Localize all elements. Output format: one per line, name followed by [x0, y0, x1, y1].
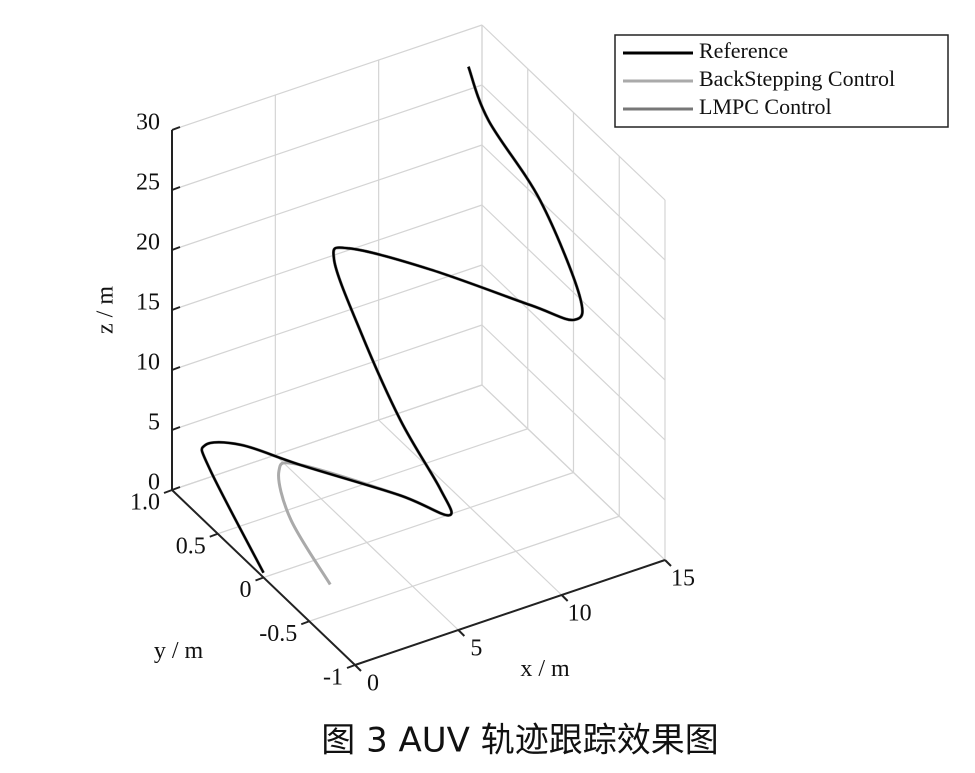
x-axis [354, 559, 666, 666]
x-axis-label: x / m [520, 656, 570, 682]
z-tick [171, 246, 181, 251]
legend-label: LMPC Control [699, 94, 832, 119]
z-tick-label: 5 [148, 410, 160, 436]
z-tick-label: 30 [136, 110, 160, 136]
grid-line [481, 384, 666, 561]
trajectory [200, 66, 584, 574]
z-tick [171, 306, 181, 311]
grid-line [481, 24, 666, 201]
y-tick [255, 576, 264, 582]
z-tick [171, 366, 181, 371]
y-tick [163, 489, 173, 494]
x-tick [664, 559, 672, 567]
trajectory [277, 66, 584, 586]
grid-line [171, 24, 483, 131]
z-axis-label: z / m [93, 286, 119, 334]
z-tick-label: 15 [136, 290, 160, 316]
x-tick-label: 10 [568, 601, 592, 627]
grid-line [481, 324, 666, 501]
grid-line [481, 264, 666, 441]
y-tick [209, 532, 219, 538]
z-tick-label: 20 [136, 230, 160, 256]
grid-line [171, 324, 483, 431]
grid-line [171, 84, 483, 191]
y-tick-label: 1.0 [130, 490, 160, 516]
grid-line [217, 428, 528, 535]
x-tick-label: 0 [367, 671, 379, 697]
grid-line [481, 144, 666, 321]
x-tick-label: 5 [470, 636, 482, 662]
grid-line [171, 384, 483, 491]
y-axis-label: y / m [154, 638, 204, 664]
x-tick [457, 629, 466, 637]
grid-line [171, 204, 483, 311]
z-tick [171, 426, 181, 431]
legend-label: Reference [699, 38, 788, 63]
z-tick-label: 0 [148, 470, 160, 496]
x-tick [354, 664, 362, 672]
legend-label: BackStepping Control [699, 66, 895, 91]
grid-line [171, 264, 483, 371]
y-tick [346, 664, 356, 669]
y-tick-label: -0.5 [259, 621, 297, 647]
y-tick-label: 0.5 [176, 533, 206, 559]
y-tick-label: -1 [323, 665, 343, 691]
caption: 图 3 AUV 轨迹跟踪效果图 [321, 721, 718, 761]
grid-line [481, 204, 666, 381]
z-tick-label: 25 [136, 170, 160, 196]
z-tick [171, 126, 181, 131]
trajectory [200, 66, 584, 574]
y-tick [300, 620, 310, 626]
z-tick [171, 186, 181, 191]
grid-line [171, 144, 483, 251]
z-tick [171, 486, 181, 491]
x-tick-label: 15 [671, 566, 695, 592]
grid-line [309, 515, 620, 622]
z-tick-label: 10 [136, 350, 160, 376]
grid-line [481, 84, 666, 261]
y-tick-label: 0 [240, 577, 252, 603]
x-tick [560, 594, 569, 602]
